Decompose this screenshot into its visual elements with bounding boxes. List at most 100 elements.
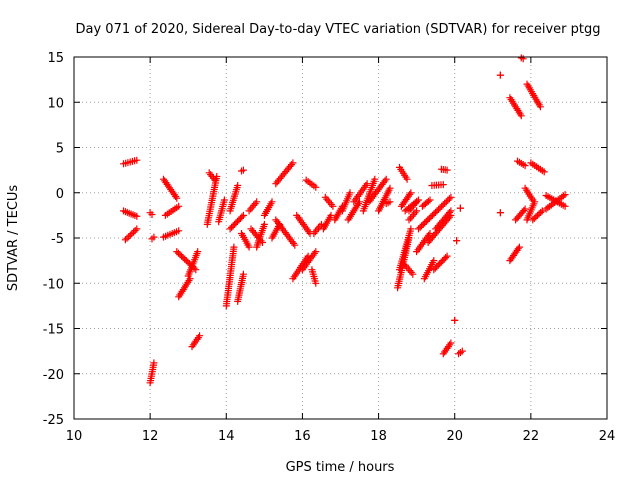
data-point [441,199,449,207]
data-point [133,156,141,164]
data-point [537,208,545,216]
data-point [406,190,414,198]
data-point [496,71,504,79]
data-point [403,175,411,183]
data-point [559,192,567,200]
data-point [520,207,528,215]
data-point [535,210,543,218]
data-point [312,183,320,191]
data-point [447,193,455,201]
data-point [433,207,441,215]
data-point [253,198,261,206]
data-point [133,225,141,233]
data-point [445,195,453,203]
data-point [148,211,156,218]
data-point [436,260,444,268]
data-point [519,55,527,63]
data-point [521,205,529,213]
data-point [371,175,379,183]
data-point [173,194,181,202]
data-point [226,225,234,233]
data-point [150,359,158,367]
x-tick-label: 22 [523,429,540,444]
data-point [447,339,455,347]
data-point [172,193,180,200]
y-tick-label: 5 [56,142,64,157]
y-tick-label: -15 [43,323,64,338]
data-point [386,184,394,192]
data-point [415,225,422,233]
y-tick-label: 15 [47,51,64,66]
data-point [433,263,441,271]
data-point [413,198,421,206]
data-point [150,233,158,241]
data-point [133,212,141,220]
data-point [245,243,253,251]
data-point [234,182,242,189]
data-point [436,204,444,212]
data-point [561,191,569,199]
data-point [418,222,426,230]
data-point [538,207,546,215]
data-point [211,176,219,184]
data-point [439,201,447,209]
data-point [517,112,525,120]
data-points [120,54,569,387]
data-point [424,216,432,224]
x-tick-label: 18 [370,429,387,444]
data-point [430,210,438,218]
data-point [232,219,240,227]
data-point [458,347,466,355]
data-point [327,201,335,208]
data-point [453,237,461,245]
data-point [451,316,459,324]
data-point [430,257,438,265]
data-point [173,248,181,256]
data-point [413,207,421,215]
data-point [182,257,190,265]
data-point [121,236,129,244]
data-point [382,175,390,183]
data-point [529,216,537,224]
grid-lines [74,57,607,419]
data-point [175,202,183,210]
x-tick-label: 24 [599,429,616,444]
data-point [176,251,184,259]
axis-ticks [73,56,608,420]
x-tick-label: 14 [218,429,235,444]
data-point [178,252,186,260]
data-point [456,204,464,212]
data-point [260,220,268,228]
data-point [515,243,523,251]
data-point [174,249,182,257]
data-point [530,214,538,222]
data-point [442,198,450,206]
x-tick-label: 16 [294,429,311,444]
data-point [416,223,424,231]
x-tick-label: 12 [142,429,159,444]
data-point [447,207,455,215]
y-tick-label: 0 [56,187,64,202]
data-point [291,241,299,249]
data-point [435,205,443,213]
data-point [131,227,139,234]
data-point [443,252,451,260]
data-point [363,180,371,188]
data-point [184,258,192,266]
data-point [536,103,544,111]
data-point [419,220,427,228]
data-point [439,181,447,189]
data-point [238,213,246,221]
data-point [239,211,247,219]
data-point [329,202,337,210]
data-point [231,220,238,228]
data-point [514,245,522,253]
data-point [130,228,138,236]
x-axis-label: GPS time / hours [286,460,395,475]
data-point [288,161,295,169]
data-point [220,196,228,204]
data-point [196,332,204,340]
data-point [496,209,504,217]
data-point [407,225,415,233]
data-point [381,177,389,185]
